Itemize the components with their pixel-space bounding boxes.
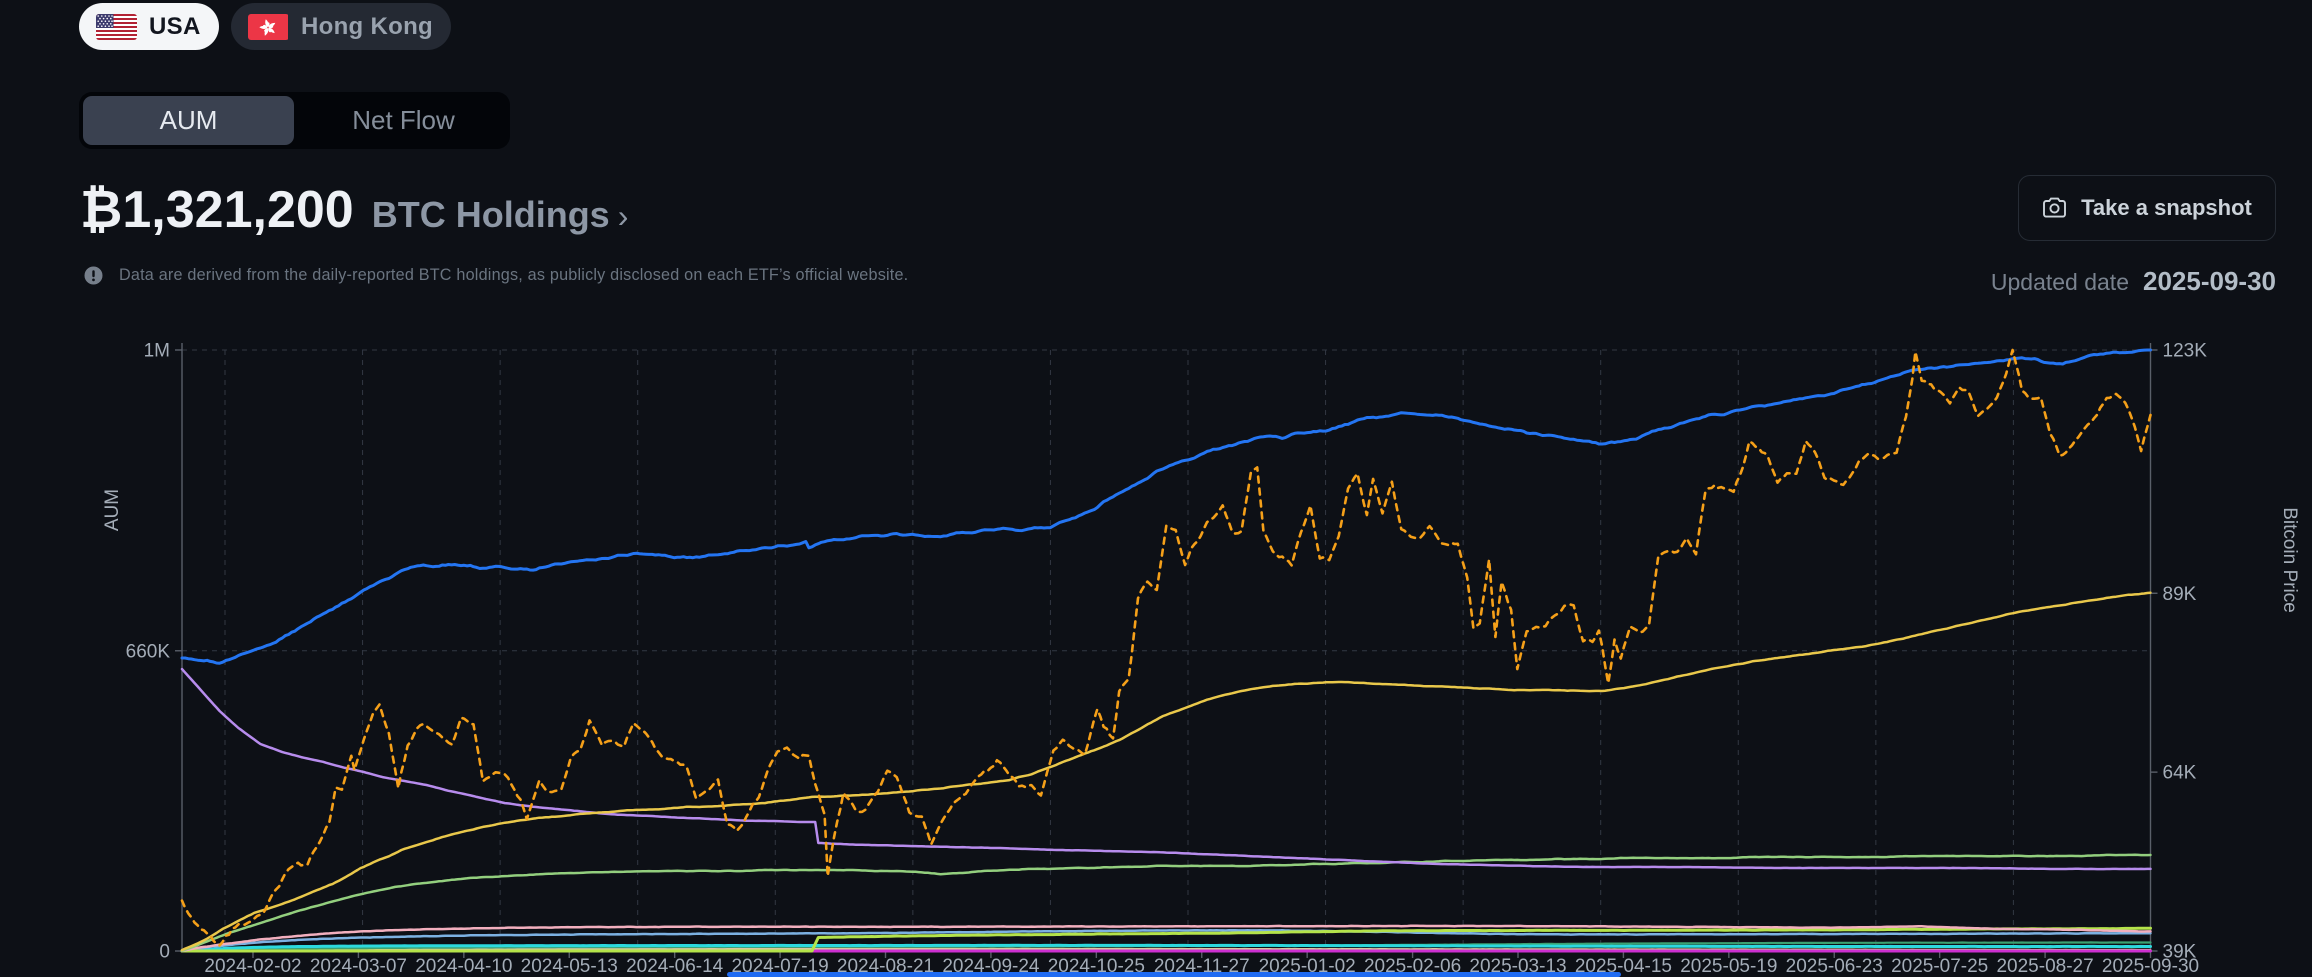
series-line-chartreuse [180,926,2152,953]
x-axis-label-2024-02-02: 2024-02-02 [204,956,301,977]
x-axis-label-2025-08-27: 2025-08-27 [1996,956,2093,977]
x-axis-label-2024-05-13: 2024-05-13 [521,956,618,977]
series-line-green [180,853,2152,953]
region-toggle-usa-label: USA [149,12,201,40]
updated-date-row: Updated date 2025-09-30 [1991,266,2276,297]
tab-aum[interactable]: AUM [83,96,294,145]
series-line-lightblue [180,928,2152,953]
series-line-purple [180,667,2152,871]
x-axis-label-2025-06-23: 2025-06-23 [1786,956,1883,977]
series-line-blue-total [180,348,2152,665]
left-axis-tick-label-1M: 1M [144,341,170,362]
right-axis-tick-label-123K: 123K [2163,341,2208,362]
right-axis-tick-label-39K: 39K [2163,942,2197,963]
right-axis-tick-label-64K: 64K [2163,763,2197,784]
btc-holdings-value: ₿1,321,200 [80,181,354,239]
headline: ₿1,321,200 BTC Holdings › [80,180,628,240]
x-axis-label-2024-07-19: 2024-07-19 [731,956,828,977]
region-toggle-hong-kong-label: Hong Kong [301,12,433,40]
series-bitcoin-price [180,348,2152,947]
view-tabbar: AUM Net Flow [79,92,510,149]
chart-axis-labels: 0 660K 1M 39K 64K 89K 123K 2024-02-02 2024-03-07… [102,341,2300,977]
hk-flag-icon [248,13,289,40]
x-axis-label-2025-09-30: 2025-09-30 [2102,956,2199,977]
x-axis-label-2025-02-06: 2025-02-06 [1364,956,1461,977]
x-axis-label-2025-01-02: 2025-01-02 [1259,956,1356,977]
series-line-cyan [180,943,2152,953]
btc-holdings-label[interactable]: BTC Holdings [371,194,610,235]
tab-net-flow[interactable]: Net Flow [352,105,455,135]
take-snapshot-button[interactable]: Take a snapshot [2018,175,2276,241]
take-snapshot-label: Take a snapshot [2081,195,2252,220]
series-line-yellow [180,591,2152,952]
left-axis-title: AUM [102,489,123,531]
series-line-pink [180,924,2152,953]
disclaimer-row: Data are derived from the daily-reported… [84,266,908,285]
info-icon [84,266,103,285]
disclaimer-text: Data are derived from the daily-reported… [119,266,909,284]
updated-date-value: 2025-09-30 [2143,266,2276,296]
camera-icon [2042,196,2067,220]
x-axis-label-2024-09-24: 2024-09-24 [942,956,1040,977]
chevron-right-icon[interactable]: › [617,198,629,234]
x-axis-label-2024-10-25: 2024-10-25 [1048,956,1145,977]
aum-chart[interactable]: 0 660K 1M 39K 64K 89K 123K 2024-02-02 2024-03-07… [0,320,2312,977]
x-axis-label-2025-05-19: 2025-05-19 [1680,956,1777,977]
x-axis-label-2025-04-15: 2025-04-15 [1575,956,1672,977]
x-axis-label-2025-03-13: 2025-03-13 [1469,956,1566,977]
right-axis-tick-label-89K: 89K [2163,584,2197,605]
left-axis-tick-label-660K: 660K [126,641,171,662]
x-axis-label-2024-06-14: 2024-06-14 [626,956,724,977]
horizontal-scrollbar-thumb[interactable] [727,972,1621,977]
region-toggle-usa[interactable]: USA [79,3,219,50]
region-toggle-hong-kong[interactable]: Hong Kong [231,3,451,50]
left-axis-tick-label-0: 0 [159,942,170,963]
chart-series [180,348,2152,953]
chart-gridlines [182,349,2151,951]
x-axis-label-2024-08-21: 2024-08-21 [837,956,934,977]
right-axis-title: Bitcoin Price [2279,507,2300,613]
x-axis-label-2024-03-07: 2024-03-07 [310,956,407,977]
x-axis-label-2024-04-10: 2024-04-10 [415,956,512,977]
x-axis-label-2024-11-27: 2024-11-27 [1154,956,1250,977]
us-flag-icon [96,13,137,40]
updated-date-label: Updated date [1990,269,2129,295]
x-axis-label-2025-07-25: 2025-07-25 [1891,956,1988,977]
